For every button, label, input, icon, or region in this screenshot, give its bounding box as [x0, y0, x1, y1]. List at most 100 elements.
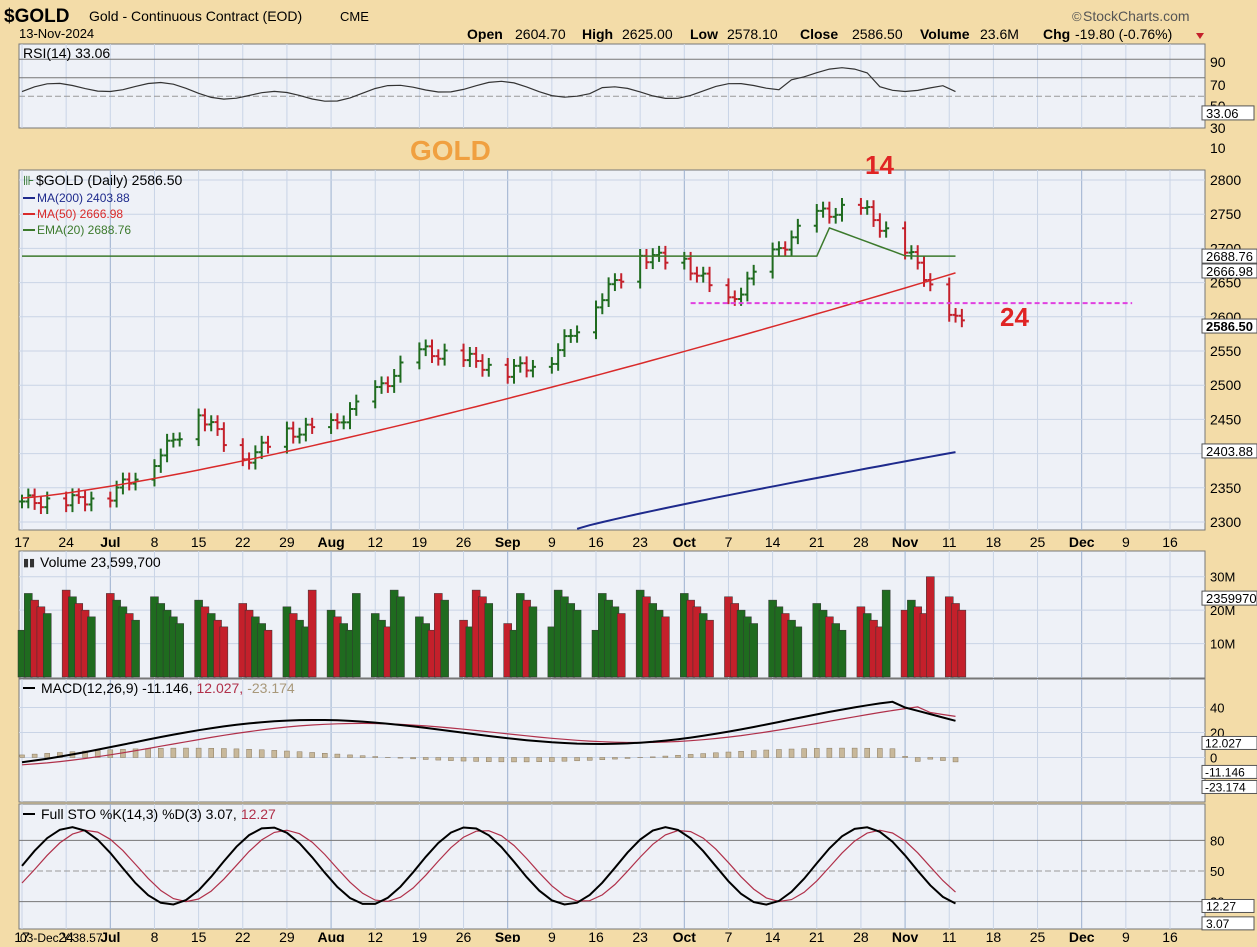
x-tick-label: 7	[725, 534, 733, 550]
x-tick-label-bottom: 9	[1122, 929, 1130, 942]
open-value: 2604.70	[515, 26, 566, 42]
chg-label: Chg	[1043, 26, 1070, 42]
volume-bar	[750, 624, 758, 677]
volume-bar	[485, 603, 493, 677]
macd-histogram-bar	[852, 748, 857, 757]
macd-histogram-bar	[221, 749, 226, 758]
volume-bar	[573, 610, 581, 677]
price-tick-label: 2450	[1210, 411, 1241, 427]
x-tick-label: 9	[548, 534, 556, 550]
macd-histogram-bar	[348, 755, 353, 758]
price-tick-label: 2350	[1210, 480, 1241, 496]
x-tick-label: 19	[412, 534, 428, 550]
x-tick-label-bottom: 18	[986, 929, 1002, 942]
macd-legend-main: MACD(12,26,9) -11.146,	[41, 680, 192, 696]
macd-histogram-bar	[827, 748, 832, 757]
x-tick-label: Oct	[673, 534, 697, 550]
volume-legend-icon: ▮▮	[23, 557, 35, 569]
x-tick-label-bottom: Oct	[673, 929, 697, 942]
x-tick-label: 17	[14, 534, 30, 550]
x-tick-label: 8	[151, 534, 159, 550]
macd-legend: MACD(12,26,9) -11.146,12.027,-23.174	[41, 680, 295, 696]
sto-tick-label: 50	[1210, 864, 1224, 879]
x-tick-label: 24	[58, 534, 74, 550]
macd-histogram-bar	[890, 749, 895, 758]
macd-value-tag-label: -23.174	[1205, 780, 1246, 794]
quote-line: Open 2604.70 High 2625.00 Low 2578.10 Cl…	[467, 26, 1172, 42]
volume-bar	[617, 613, 625, 677]
macd-histogram-bar	[739, 751, 744, 757]
rsi-tick-label: 70	[1210, 77, 1226, 93]
macd-histogram-bar	[549, 758, 554, 762]
macd-histogram-bar	[259, 750, 264, 758]
x-tick-label-bottom: 19	[412, 929, 428, 942]
macd-histogram-bar	[373, 757, 378, 758]
macd-histogram-bar	[575, 758, 580, 761]
macd-histogram-bar	[676, 755, 681, 757]
x-tick-label: 21	[809, 534, 825, 550]
macd-histogram-bar	[284, 751, 289, 757]
macd-histogram-bar	[20, 755, 25, 758]
ma50-legend: MA(50) 2666.98	[37, 207, 123, 221]
macd-histogram-bar	[903, 756, 908, 757]
x-tick-label: 12	[367, 534, 383, 550]
x-tick-label-bottom: 11	[942, 929, 957, 942]
x-tick-label-bottom: 14	[765, 929, 781, 942]
volume-bar	[176, 624, 184, 677]
open-label: Open	[467, 26, 503, 42]
macd-histogram-bar	[751, 751, 756, 758]
volume-bar	[396, 597, 404, 677]
macd-histogram-bar	[953, 758, 958, 762]
macd-histogram-bar	[865, 748, 870, 757]
x-tick-label-bottom: 16	[588, 929, 604, 942]
macd-histogram-bar	[524, 758, 529, 762]
rsi-tick-label: 30	[1210, 120, 1226, 136]
sto-value-tag-label: 12.27	[1206, 899, 1236, 913]
volume-bar	[264, 630, 272, 677]
macd-legend-signal: 12.027,	[196, 680, 243, 696]
low-label: Low	[690, 26, 718, 42]
x-tick-label-bottom: 9	[548, 929, 556, 942]
price-value-tag-label: 2403.88	[1206, 444, 1253, 459]
x-tick-label: 11	[942, 534, 957, 550]
volume-bar	[661, 617, 669, 677]
macd-histogram-bar	[310, 752, 315, 757]
macd-histogram-bar	[612, 758, 617, 760]
macd-histogram-bar	[32, 754, 37, 757]
macd-histogram-bar	[411, 758, 416, 759]
chart-date: 13-Nov-2024	[19, 26, 94, 41]
macd-histogram-bar	[512, 758, 517, 762]
sto-legend-main: Full STO %K(14,3) %D(3) 3.07,	[41, 806, 237, 822]
volume-value: 23.6M	[980, 26, 1019, 42]
volume-legend: Volume 23,599,700	[40, 554, 161, 570]
rsi-legend: RSI(14) 33.06	[23, 45, 110, 61]
volume-bar	[43, 613, 51, 677]
close-value: 2586.50	[852, 26, 903, 42]
symbol: $GOLD	[4, 6, 69, 27]
macd-histogram-bar	[108, 750, 113, 758]
price-tick-label: 2750	[1210, 206, 1241, 222]
rsi-tick-label: 90	[1210, 54, 1226, 70]
ema20-legend: EMA(20) 2688.76	[37, 223, 131, 237]
price-value-tag-label: 2666.98	[1206, 264, 1253, 279]
volume-label: Volume	[920, 26, 970, 42]
sto-legend-d: 12.27	[241, 806, 276, 822]
macd-histogram-bar	[562, 758, 567, 762]
x-tick-label-bottom: 26	[456, 929, 472, 942]
volume-value-tag-label: 23599700	[1206, 591, 1257, 606]
macd-histogram-bar	[587, 758, 592, 761]
macd-histogram-bar	[234, 749, 239, 758]
x-tick-label: 14	[765, 534, 781, 550]
macd-tick-label: 40	[1210, 701, 1224, 716]
support-annotation: 24	[1000, 302, 1029, 332]
x-tick-label: 15	[191, 534, 207, 550]
price-tick-label: 2300	[1210, 514, 1241, 530]
contract-name: Gold - Continuous Contract (EOD)	[89, 8, 302, 24]
macd-histogram-bar	[247, 749, 252, 757]
price-legend: $GOLD (Daily) 2586.50	[36, 172, 183, 188]
rsi-value-tag-label: 33.06	[1206, 106, 1239, 121]
x-tick-label-bottom: Aug	[317, 929, 344, 942]
x-tick-label: 9	[1122, 534, 1130, 550]
macd-histogram-bar	[814, 748, 819, 757]
macd-histogram-bar	[297, 752, 302, 758]
